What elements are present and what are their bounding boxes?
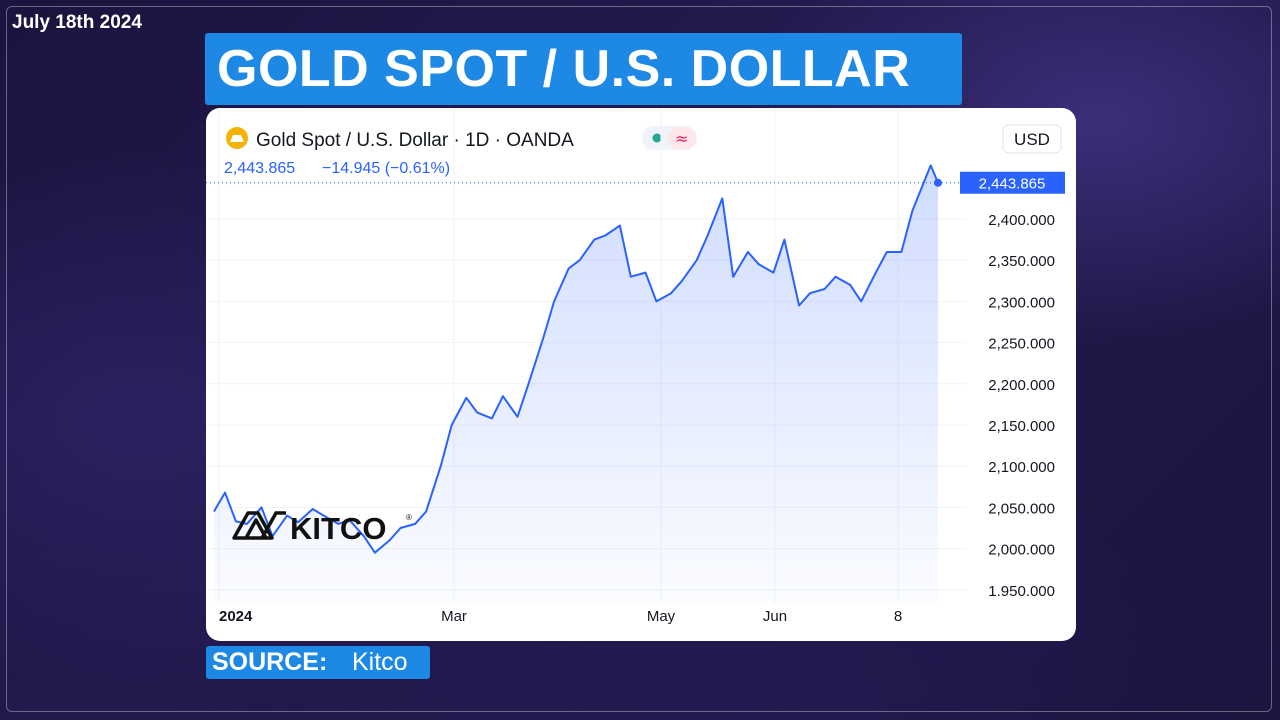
market-status-pill[interactable]: ≈ — [642, 126, 697, 150]
headline-text: GOLD SPOT / U.S. DOLLAR — [217, 40, 911, 98]
plot-area — [206, 164, 966, 603]
broadcast-date: July 18th 2024 — [12, 12, 142, 33]
x-axis: 2024 Mar May Jun 8 — [219, 608, 902, 625]
series-line — [213, 164, 939, 554]
y-tick-label: 1.950.000 — [988, 583, 1055, 600]
y-tick-label: 2,050.000 — [988, 500, 1055, 517]
chart-card: Gold Spot / U.S. Dollar · 1D · OANDA ≈ U… — [206, 108, 1076, 641]
y-tick-label: 2,200.000 — [988, 377, 1055, 394]
headline-banner: GOLD SPOT / U.S. DOLLAR — [205, 33, 962, 105]
kitco-logo: KITCO ® — [232, 511, 412, 546]
approx-icon: ≈ — [675, 129, 688, 148]
kitco-wordmark: KITCO — [290, 511, 386, 546]
x-tick-label: May — [647, 608, 676, 625]
last-point-marker — [934, 178, 942, 187]
symbol-title: Gold Spot / U.S. Dollar · 1D · OANDA — [256, 130, 574, 151]
price-chart: Gold Spot / U.S. Dollar · 1D · OANDA ≈ U… — [206, 108, 1065, 625]
y-tick-label: 2,300.000 — [988, 294, 1055, 311]
y-tick-label: 2,350.000 — [988, 253, 1055, 270]
last-price-tag-bg — [960, 171, 1065, 194]
x-tick-label: 8 — [894, 608, 902, 625]
y-tick-label: 2,000.000 — [988, 542, 1055, 559]
registered-mark: ® — [406, 513, 412, 522]
price-change: −14.945 (−0.61%) — [322, 160, 450, 177]
last-price-tag: 2,443.865 — [960, 171, 1065, 194]
gold-bar-icon — [226, 127, 248, 149]
source-label: SOURCE: — [212, 648, 328, 676]
x-tick-label: Mar — [441, 608, 467, 625]
screen-frame — [6, 6, 1272, 712]
y-axis: 2,400.000 2,350.000 2,300.000 2,250.000 2,20… — [960, 171, 1065, 600]
series-area — [214, 165, 938, 603]
y-tick-label: 2,400.000 — [988, 212, 1055, 229]
source-caption: SOURCE: Kitco — [206, 646, 430, 679]
last-price: 2,443.865 — [224, 160, 295, 177]
last-price-tag-text: 2,443.865 — [979, 176, 1046, 193]
y-tick-label: 2,250.000 — [988, 336, 1055, 353]
y-tick-label: 2,150.000 — [988, 418, 1055, 435]
market-open-dot-icon — [652, 133, 662, 143]
x-tick-label: Jun — [763, 608, 787, 625]
y-tick-label: 2,100.000 — [988, 459, 1055, 476]
currency-label: USD — [1014, 130, 1050, 149]
source-value: Kitco — [352, 648, 408, 676]
currency-button[interactable]: USD — [1002, 124, 1062, 154]
x-tick-label: 2024 — [219, 608, 253, 625]
